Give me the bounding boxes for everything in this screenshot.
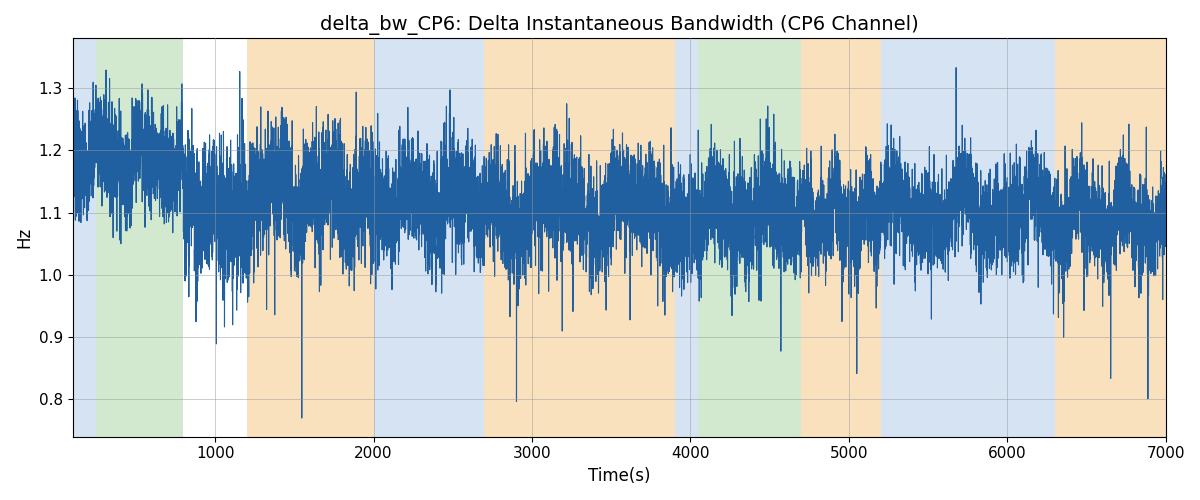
Bar [802,38,881,436]
Bar [247,38,373,436]
Bar [1055,38,1174,436]
Bar [881,38,1055,436]
X-axis label: Time(s): Time(s) [588,467,650,485]
Bar [674,38,698,436]
Y-axis label: Hz: Hz [14,227,32,248]
Bar [96,38,184,436]
Title: delta_bw_CP6: Delta Instantaneous Bandwidth (CP6 Channel): delta_bw_CP6: Delta Instantaneous Bandwi… [319,15,918,35]
Bar [485,38,674,436]
Bar [72,38,96,436]
Bar [373,38,485,436]
Bar [698,38,802,436]
